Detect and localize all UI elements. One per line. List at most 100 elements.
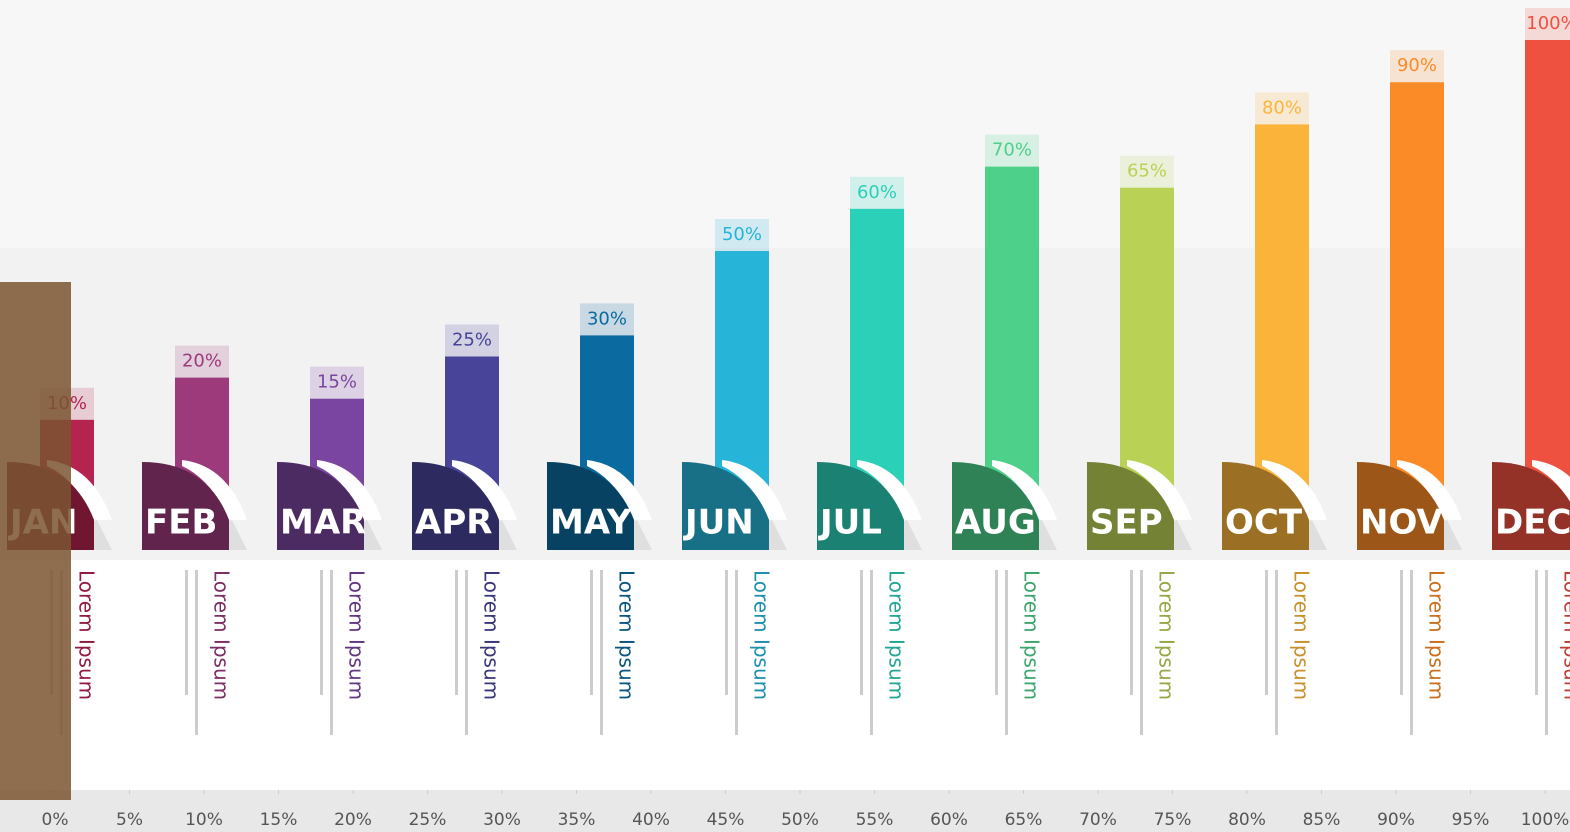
filler-text [1410, 570, 1413, 735]
bar [1255, 124, 1309, 521]
item-title: Lorem Ipsum [750, 570, 774, 700]
value-label-box [1120, 155, 1174, 188]
item-text: Lorem Ipsum [1265, 570, 1314, 735]
tab-curl [992, 460, 1057, 520]
tab-curl [317, 460, 382, 520]
item-title: Lorem Ipsum [480, 570, 504, 700]
month-label: FEB [145, 503, 217, 543]
item-title: Lorem Ipsum [1020, 570, 1044, 700]
x-tick-label: 20% [334, 810, 372, 830]
tab-curl [1397, 460, 1462, 520]
tab [142, 462, 229, 550]
x-tick-label: 65% [1005, 810, 1043, 830]
x-tick-label: 10% [185, 810, 223, 830]
tab [1222, 462, 1309, 550]
x-tick-label: 50% [781, 810, 819, 830]
tab-curl [857, 460, 922, 520]
item-text: Lorem Ipsum [455, 570, 504, 735]
tab-curl [1127, 460, 1192, 520]
item-text: Lorem Ipsum [1130, 570, 1179, 735]
item-text: Lorem Ipsum [320, 570, 369, 735]
value-label-box [1390, 50, 1444, 83]
x-tick-label: 75% [1154, 810, 1192, 830]
x-tick-label: 80% [1228, 810, 1266, 830]
background-top [0, 0, 1570, 248]
item-title: Lorem Ipsum [615, 570, 639, 700]
item-title: Lorem Ipsum [885, 570, 909, 700]
month-label: JUL [818, 503, 882, 543]
item-title: Lorem Ipsum [1560, 570, 1570, 700]
value-label: 25% [452, 330, 492, 351]
item-text: Lorem Ipsum [1400, 570, 1449, 735]
filler-text [195, 570, 198, 735]
filler-text [320, 570, 323, 695]
item-text: Lorem Ipsum [860, 570, 909, 735]
tab-curl [182, 460, 247, 520]
value-label: 15% [317, 372, 357, 393]
value-label-box [985, 134, 1039, 167]
month-label: MAR [280, 503, 366, 543]
value-label: 30% [587, 308, 627, 329]
item-title: Lorem Ipsum [1155, 570, 1179, 700]
tab [1492, 462, 1570, 550]
tab [817, 462, 904, 550]
tab-curl [722, 460, 787, 520]
x-tick-label: 45% [707, 810, 745, 830]
item-title: Lorem Ipsum [75, 570, 99, 700]
value-label: 70% [992, 140, 1032, 161]
x-tick-label: 35% [558, 810, 596, 830]
highlight-overlay [0, 282, 71, 800]
x-tick-label: 100% [1521, 810, 1570, 830]
value-label-box [715, 219, 769, 251]
bar [1525, 40, 1570, 520]
item-title: Lorem Ipsum [345, 570, 369, 700]
value-label-box [1525, 8, 1570, 40]
value-label: 80% [1262, 97, 1302, 118]
x-tick-label: 60% [930, 810, 968, 830]
axis-band [0, 790, 1570, 832]
filler-text [1545, 570, 1548, 735]
filler-text [455, 570, 458, 695]
filler-text [1140, 570, 1143, 735]
x-tick-label: 90% [1377, 810, 1415, 830]
filler-text [860, 570, 863, 695]
x-tick-label: 70% [1079, 810, 1117, 830]
month-label: AUG [955, 503, 1036, 543]
value-label-box [175, 345, 229, 378]
x-tick-label: 55% [856, 810, 894, 830]
month-label: JUN [683, 503, 754, 543]
tab [952, 462, 1039, 550]
item-text: Lorem Ipsum [590, 570, 639, 735]
filler-text [995, 570, 998, 695]
value-label-box [310, 366, 364, 399]
item-title: Lorem Ipsum [210, 570, 234, 700]
filler-text [330, 570, 333, 735]
value-label: 90% [1397, 55, 1437, 76]
tab [277, 462, 364, 550]
tab-curl [452, 460, 517, 520]
filler-text [465, 570, 468, 735]
filler-text [725, 570, 728, 695]
value-label: 65% [1127, 161, 1167, 182]
filler-text [1130, 570, 1133, 695]
value-label: 20% [182, 351, 222, 372]
value-label-box [580, 303, 634, 336]
month-label: SEP [1090, 503, 1163, 543]
filler-text [1265, 570, 1268, 695]
tab-curl [587, 460, 652, 520]
item-text: Lorem Ipsum [995, 570, 1044, 735]
x-tick-label: 15% [260, 810, 298, 830]
tab [412, 462, 499, 550]
tab [1357, 462, 1444, 550]
x-tick-label: 5% [116, 810, 143, 830]
x-tick-label: 25% [409, 810, 447, 830]
value-label-box [445, 324, 499, 357]
filler-text [185, 570, 188, 695]
filler-text [735, 570, 738, 735]
tab-curl [1262, 460, 1327, 520]
filler-text [600, 570, 603, 735]
x-tick-label: 0% [42, 810, 69, 830]
filler-text [870, 570, 873, 735]
item-title: Lorem Ipsum [1290, 570, 1314, 700]
filler-text [1005, 570, 1008, 735]
